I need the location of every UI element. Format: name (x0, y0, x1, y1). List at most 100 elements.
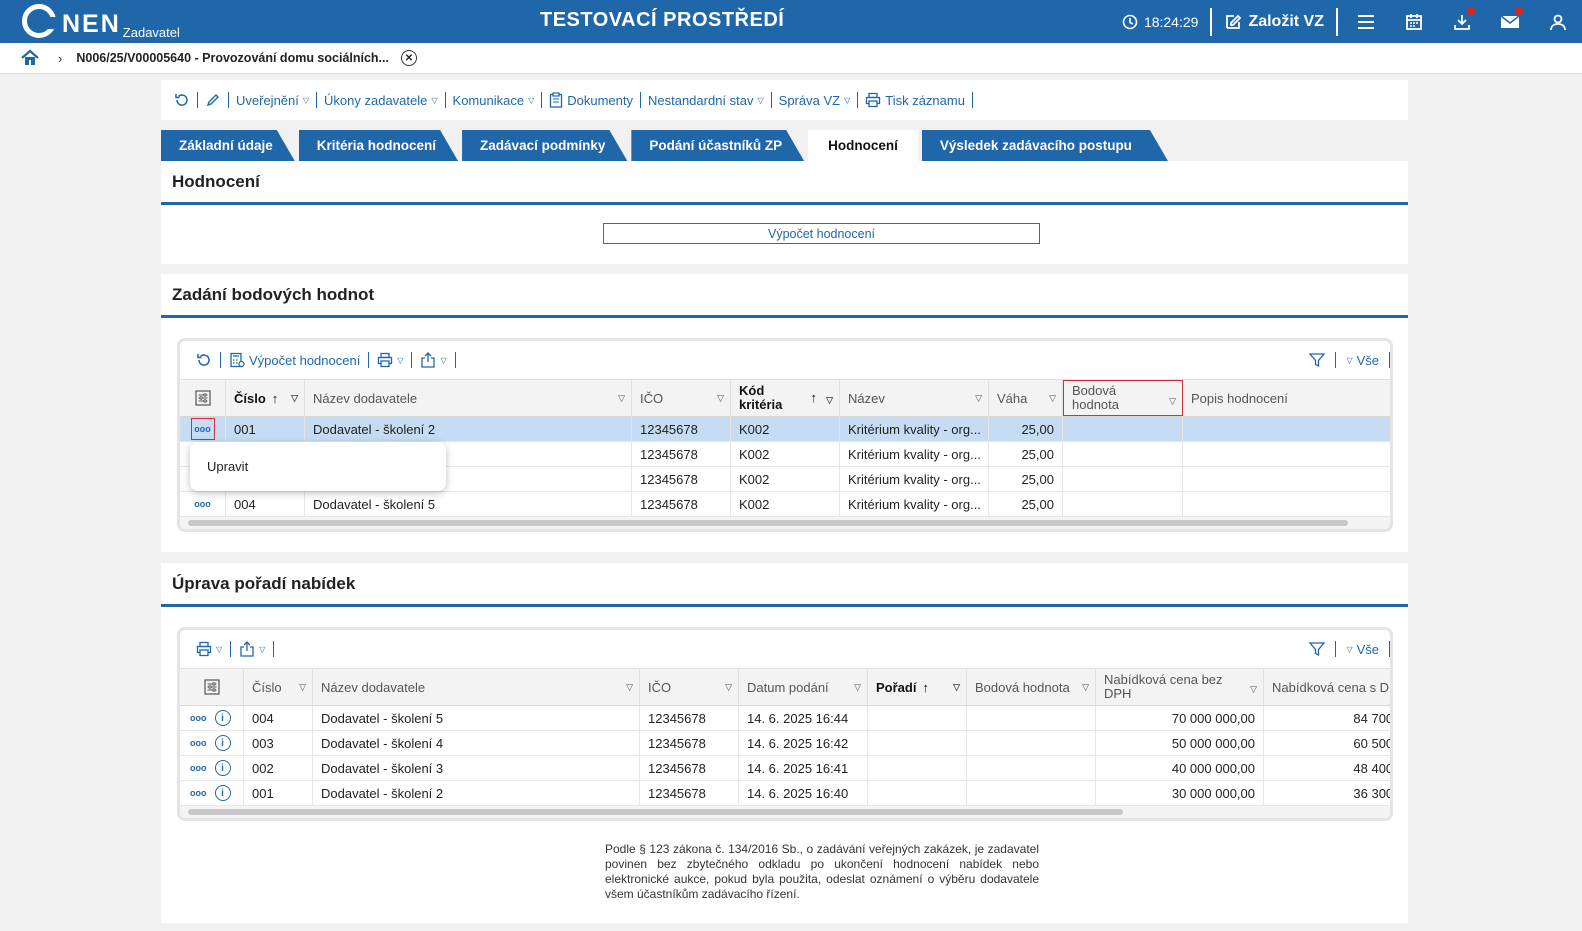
filter-triangle-icon[interactable]: ▽ (299, 682, 306, 692)
column-header-nazev[interactable]: Název dodavatele ▽ (305, 380, 632, 416)
column-header-popis[interactable]: Popis hodnocení (1183, 380, 1388, 416)
action-tisk-zaznamu[interactable]: Tisk záznamu (858, 92, 973, 108)
tab-podani-ucastniku[interactable]: Podání účastníků ZP (631, 130, 804, 161)
filter-triangle-icon[interactable]: ▽ (975, 393, 982, 403)
grid-filter-all[interactable]: ▽ Vše (1336, 641, 1390, 657)
more-dots-icon[interactable]: ooo (194, 499, 211, 509)
column-header-ico[interactable]: IČO ▽ (640, 669, 739, 705)
horizontal-scrollbar[interactable] (180, 517, 1390, 529)
filter-triangle-icon[interactable]: ▽ (1082, 682, 1089, 692)
edit-button[interactable] (198, 92, 229, 108)
table-row[interactable]: 12345678 K002 Kritérium kvality - org...… (180, 442, 1390, 467)
nen-logo[interactable]: NEN Zadavatel (22, 4, 180, 40)
cell-body[interactable] (1063, 442, 1183, 466)
breadcrumb-current[interactable]: N006/25/V00005640 - Provozování domu soc… (76, 51, 389, 65)
scrollbar-thumb[interactable] (188, 809, 1123, 815)
filter-triangle-icon[interactable]: ▽ (953, 682, 960, 692)
column-header-bodova-hodnota[interactable]: Bodová hodnota ▽ (967, 669, 1096, 705)
create-vz-button[interactable]: Založit VZ (1212, 7, 1338, 36)
column-header-datum[interactable]: Datum podání ▽ (739, 669, 868, 705)
column-header-cislo[interactable]: Číslo ▽ (244, 669, 313, 705)
info-icon[interactable]: i (214, 710, 231, 726)
column-header-nazev[interactable]: Název dodavatele ▽ (313, 669, 640, 705)
column-header-poradi[interactable]: Pořadí ↑ ▽ (868, 669, 967, 705)
filter-triangle-icon[interactable]: ▽ (291, 393, 298, 403)
column-header-bodova-hodnota[interactable]: Bodová hodnota ▽ (1063, 380, 1183, 416)
row-menu-button[interactable]: ooo (190, 418, 215, 440)
cell-popis[interactable] (1183, 417, 1388, 441)
more-dots-icon[interactable]: ooo (190, 713, 207, 723)
table-row[interactable]: ooo i 002 Dodavatel - školení 3 12345678 … (180, 756, 1390, 781)
column-settings-cell[interactable] (180, 380, 226, 416)
filter-triangle-icon[interactable]: ▽ (1049, 393, 1056, 403)
cell-body[interactable] (1063, 417, 1183, 441)
info-icon[interactable]: i (214, 785, 231, 801)
refresh-button[interactable] (167, 92, 198, 108)
grid-filter-all[interactable]: ▽ Vše (1336, 352, 1390, 368)
column-header-vaha[interactable]: Váha ▽ (989, 380, 1063, 416)
cell-body[interactable] (1063, 467, 1183, 491)
filter-triangle-icon[interactable]: ▽ (1250, 684, 1257, 694)
column-settings-cell[interactable] (180, 669, 244, 705)
horizontal-scrollbar[interactable] (180, 806, 1390, 818)
table-row[interactable]: ooo 001 Dodavatel - školení 2 12345678 K… (180, 417, 1390, 442)
filter-triangle-icon[interactable]: ▽ (826, 395, 833, 405)
filter-triangle-icon[interactable]: ▽ (854, 682, 861, 692)
tab-hodnoceni[interactable]: Hodnocení (808, 130, 918, 161)
action-sprava-vz[interactable]: Správa VZ ▽ (772, 92, 859, 108)
action-nestandardni-stav[interactable]: Nestandardní stav ▽ (641, 92, 772, 108)
more-dots-icon[interactable]: ooo (190, 738, 207, 748)
cell-popis[interactable] (1183, 492, 1388, 516)
column-header-cena-s-dph[interactable]: Nabídková cena s DPH (1264, 669, 1390, 705)
tab-zadavaci-podminky[interactable]: Zadávací podmínky (462, 130, 627, 161)
action-uverejneni[interactable]: Uveřejnění ▽ (229, 92, 318, 108)
grid-export-button[interactable]: ▽ (412, 352, 456, 368)
action-dokumenty[interactable]: Dokumenty (542, 92, 641, 108)
menu-item-upravit[interactable]: Upravit (207, 459, 249, 474)
filter-triangle-icon[interactable]: ▽ (618, 393, 625, 403)
filter-triangle-icon[interactable]: ▽ (1169, 396, 1176, 406)
close-icon[interactable]: ✕ (400, 50, 417, 66)
grid-print-button[interactable]: ▽ (369, 352, 413, 368)
grid-filter-button[interactable] (1299, 641, 1337, 657)
grid-refresh-button[interactable] (188, 352, 221, 368)
table-row[interactable]: ooo i 001 Dodavatel - školení 2 12345678 … (180, 781, 1390, 806)
more-dots-icon[interactable]: ooo (190, 763, 207, 773)
calendar-button[interactable] (1390, 0, 1438, 43)
menu-button[interactable] (1342, 0, 1390, 43)
filter-triangle-icon[interactable]: ▽ (626, 682, 633, 692)
tab-vysledek-zadavaciho-postupu[interactable]: Výsledek zadávacího postupu (922, 130, 1168, 161)
action-ukony-zadavatele[interactable]: Úkony zadavatele ▽ (317, 92, 446, 108)
cell-popis[interactable] (1183, 467, 1388, 491)
table-row[interactable]: ooo i 003 Dodavatel - školení 4 12345678 … (180, 731, 1390, 756)
scrollbar-thumb[interactable] (188, 520, 1348, 526)
action-komunikace[interactable]: Komunikace ▽ (446, 92, 543, 108)
filter-triangle-icon[interactable]: ▽ (725, 682, 732, 692)
messages-button[interactable] (1486, 0, 1534, 43)
table-row[interactable]: ooo i 004 Dodavatel - školení 5 12345678 … (180, 706, 1390, 731)
info-icon[interactable]: i (214, 760, 231, 776)
table-row[interactable]: ooo 004 Dodavatel - školení 5 12345678 K… (180, 492, 1390, 517)
column-header-cislo[interactable]: Číslo ↑ ▽ (226, 380, 305, 416)
table-row[interactable]: 12345678 K002 Kritérium kvality - org...… (180, 467, 1390, 492)
calculate-evaluation-button[interactable]: Výpočet hodnocení (603, 223, 1040, 244)
grid-print-button[interactable]: ▽ (188, 641, 232, 657)
column-header-cena-bez-dph[interactable]: Nabídková cena bez DPH ▽ (1096, 669, 1264, 705)
column-header-kod[interactable]: Kód kritéria ↑ ▽ (731, 380, 840, 416)
tab-kriteria-hodnoceni[interactable]: Kritéria hodnocení (299, 130, 458, 161)
column-header-ico[interactable]: IČO ▽ (632, 380, 731, 416)
grid-calc-button[interactable]: Výpočet hodnocení (221, 352, 370, 368)
cell-body[interactable] (1063, 492, 1183, 516)
grid-filter-button[interactable] (1299, 352, 1337, 368)
downloads-button[interactable] (1438, 0, 1486, 43)
more-dots-icon[interactable]: ooo (190, 788, 207, 798)
filter-triangle-icon[interactable]: ▽ (717, 393, 724, 403)
cell-popis[interactable] (1183, 442, 1388, 466)
user-button[interactable] (1534, 0, 1582, 43)
tab-zakladni-udaje[interactable]: Základní údaje (161, 130, 295, 161)
home-icon[interactable] (20, 48, 40, 68)
cell-body (967, 731, 1096, 755)
column-header-nazev-kriteria[interactable]: Název ▽ (840, 380, 989, 416)
grid-export-button[interactable]: ▽ (231, 641, 275, 657)
info-icon[interactable]: i (214, 735, 231, 751)
